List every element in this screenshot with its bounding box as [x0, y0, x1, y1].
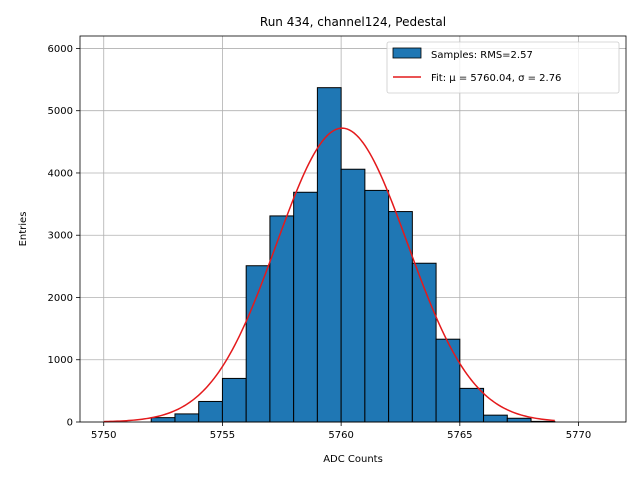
x-tick-label: 5770	[566, 430, 591, 441]
histogram-bar	[340, 168, 366, 423]
histogram-bar	[459, 387, 485, 423]
histogram-bar	[506, 417, 532, 423]
x-axis-label: ADC Counts	[323, 454, 383, 465]
histogram-bar	[269, 215, 295, 423]
x-tick-label: 5755	[210, 430, 235, 441]
histogram-bar	[221, 377, 247, 423]
histogram-bar	[483, 414, 508, 423]
histogram-bar	[174, 413, 200, 423]
histogram-bar	[245, 265, 271, 423]
histogram-bar	[150, 417, 176, 423]
y-axis: 0 1000 2000 3000 4000 5000 6000	[48, 44, 80, 429]
legend-label-fit: Fit: μ = 5760.04, σ = 2.76	[431, 73, 561, 84]
legend-label-samples: Samples: RMS=2.57	[431, 50, 533, 61]
x-tick-label: 5760	[328, 430, 353, 441]
y-axis-label: Entries	[18, 212, 29, 247]
histogram-bars	[150, 87, 556, 423]
y-tick-label: 5000	[48, 106, 73, 117]
legend-swatch-samples	[392, 47, 422, 59]
legend: Samples: RMS=2.57 Fit: μ = 5760.04, σ = …	[386, 41, 620, 94]
x-tick-label: 5750	[91, 430, 116, 441]
histogram-bar	[316, 87, 342, 423]
y-tick-label: 4000	[48, 168, 73, 179]
y-tick-label: 0	[67, 418, 73, 429]
plot-frame	[79, 35, 627, 423]
histogram-bar	[388, 211, 413, 423]
legend-box	[386, 41, 620, 94]
histogram-bar	[435, 338, 461, 423]
histogram-bar	[293, 191, 318, 423]
histogram-bar	[198, 400, 223, 423]
histogram-bar	[364, 189, 390, 423]
fit-curve	[103, 127, 555, 423]
y-tick-label: 2000	[48, 293, 73, 304]
x-tick-label: 5765	[447, 430, 472, 441]
y-tick-label: 3000	[48, 231, 73, 242]
y-tick-label: 6000	[48, 44, 73, 55]
chart-title: Run 434, channel124, Pedestal	[260, 15, 446, 29]
x-axis: 5750 5755 5760 5765 5770	[91, 422, 591, 441]
y-tick-label: 1000	[48, 355, 73, 366]
